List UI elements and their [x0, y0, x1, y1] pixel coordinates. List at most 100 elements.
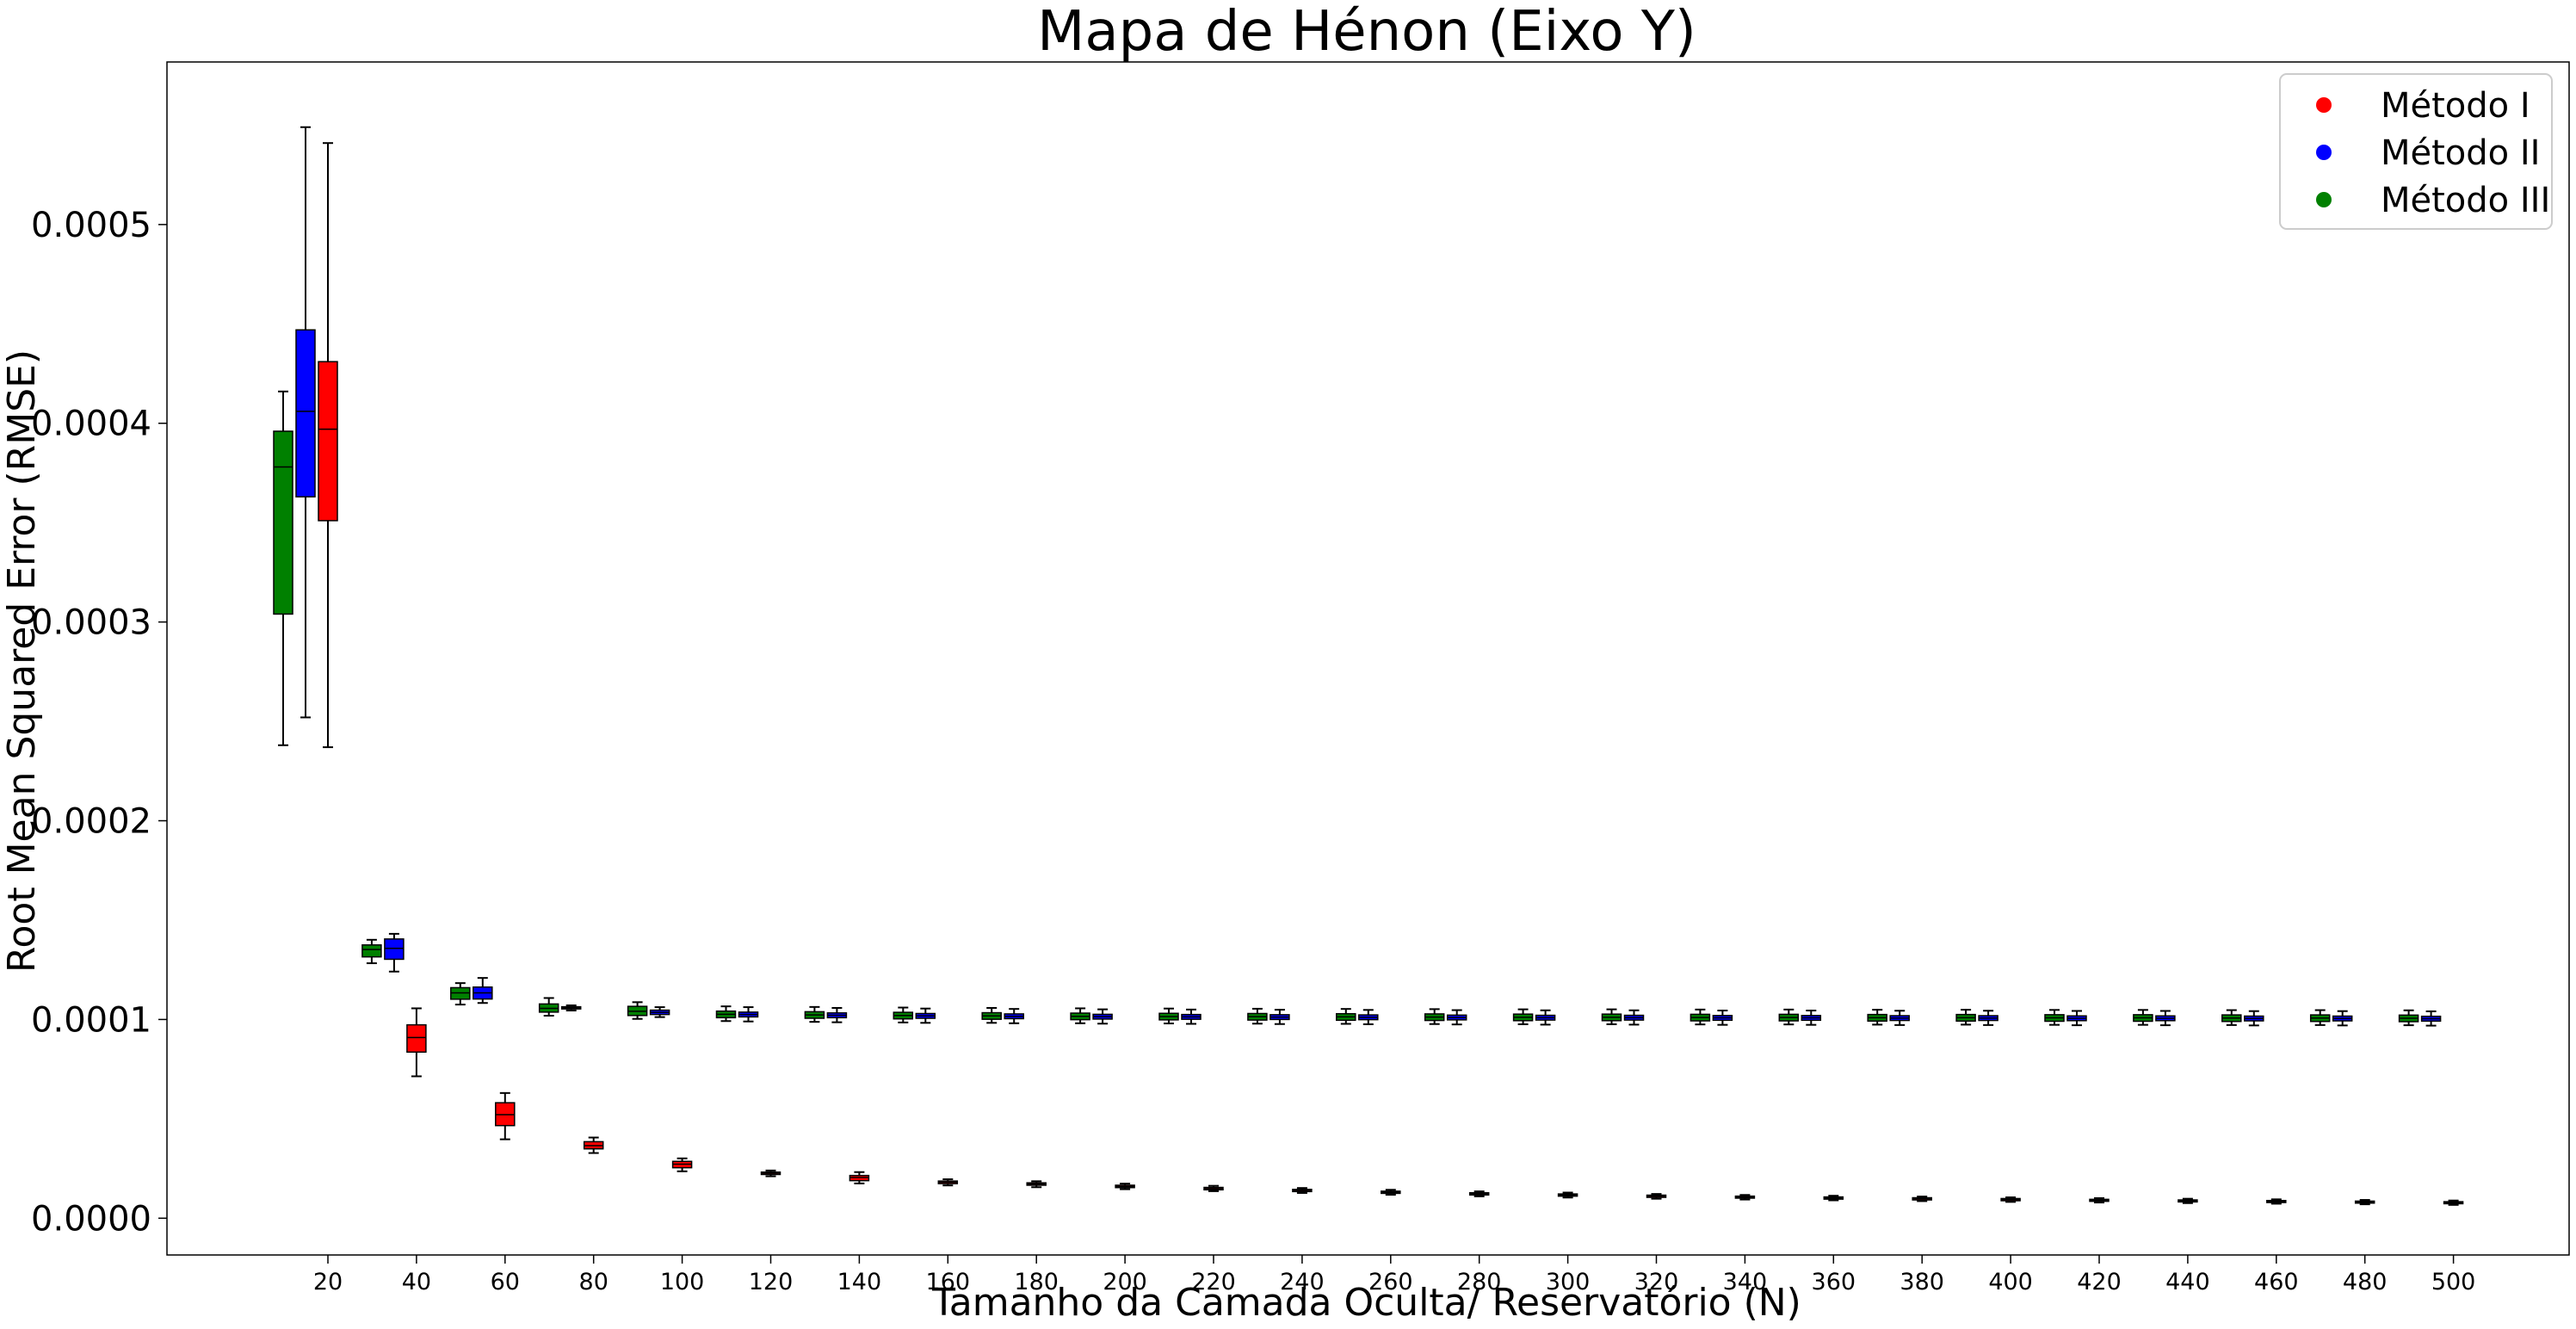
box-m-todo-i-260: [1381, 1189, 1401, 1196]
x-tick-label: 160: [926, 1269, 971, 1295]
box-m-todo-iii-320: [1601, 1008, 1622, 1025]
box-m-todo-i-120: [760, 1169, 781, 1178]
x-tick-label: 200: [1103, 1269, 1147, 1295]
box-m-todo-iii-200: [1070, 1007, 1090, 1024]
y-tick-label: 0.0003: [31, 603, 151, 643]
box-m-todo-iii-80: [538, 997, 559, 1017]
box-m-todo-iii-160: [893, 1006, 914, 1023]
box-m-todo-iii-20: [273, 390, 293, 746]
chart-title: Mapa de Hénon (Eixo Y): [1037, 0, 1696, 64]
x-tick-label: 240: [1280, 1269, 1325, 1295]
box-m-todo-iii-40: [361, 938, 382, 965]
box-m-todo-iii-480: [2309, 1009, 2331, 1026]
legend-label: Método I: [2381, 86, 2530, 126]
legend-box: [2279, 73, 2553, 230]
box-m-todo-iii-280: [1424, 1008, 1445, 1025]
box-m-todo-ii-120: [738, 1006, 759, 1023]
box-m-todo-i-340: [1734, 1194, 1756, 1201]
x-tick-label: 440: [2165, 1269, 2210, 1295]
box-m-todo-ii-160: [915, 1007, 936, 1024]
box-m-todo-iii-360: [1778, 1008, 1800, 1026]
box-m-todo-ii-200: [1092, 1008, 1113, 1025]
box-m-todo-iii-60: [450, 982, 471, 1006]
box-m-todo-ii-400: [1978, 1010, 1998, 1026]
box-m-todo-iii-180: [981, 1007, 1002, 1024]
box-iqr: [273, 430, 293, 615]
box-m-todo-ii-360: [1801, 1010, 1822, 1026]
box-iqr: [318, 361, 338, 522]
x-tick-label: 340: [1723, 1269, 1768, 1295]
x-tick-label: 500: [2431, 1269, 2476, 1295]
box-m-todo-ii-220: [1181, 1008, 1202, 1025]
box-m-todo-ii-240: [1269, 1009, 1290, 1025]
box-m-todo-ii-260: [1358, 1009, 1379, 1025]
x-tick-label: 60: [491, 1269, 520, 1295]
box-m-todo-i-300: [1557, 1191, 1578, 1199]
box-m-todo-iii-120: [715, 1005, 737, 1023]
y-tick-label: 0.0002: [31, 802, 151, 842]
legend-label: Método II: [2381, 133, 2540, 173]
x-tick-label: 480: [2343, 1269, 2388, 1295]
box-m-todo-i-160: [937, 1178, 959, 1187]
box-m-todo-ii-100: [649, 1006, 670, 1018]
x-tick-label: 360: [1812, 1269, 1856, 1295]
box-m-todo-iii-340: [1690, 1008, 1711, 1026]
x-tick-label: 400: [1988, 1269, 2033, 1295]
box-m-todo-i-140: [849, 1171, 870, 1184]
legend-label: Método III: [2381, 181, 2550, 220]
x-tick-label: 380: [1900, 1269, 1944, 1295]
box-m-todo-i-420: [2089, 1196, 2110, 1204]
box-m-todo-i-60: [495, 1091, 516, 1140]
box-m-todo-i-220: [1203, 1184, 1224, 1192]
box-m-todo-iii-380: [1867, 1009, 1887, 1026]
box-m-todo-i-320: [1646, 1193, 1667, 1200]
box-m-todo-iii-300: [1512, 1008, 1534, 1025]
box-m-todo-ii-300: [1535, 1009, 1556, 1026]
box-m-todo-i-100: [671, 1157, 693, 1172]
x-tick-label: 300: [1546, 1269, 1591, 1295]
box-m-todo-ii-60: [473, 977, 493, 1004]
box-m-todo-ii-180: [1004, 1008, 1024, 1024]
x-tick-label: 320: [1634, 1269, 1679, 1295]
x-tick-label: 120: [749, 1269, 794, 1295]
box-m-todo-i-460: [2266, 1198, 2287, 1205]
box-m-todo-i-280: [1468, 1190, 1490, 1197]
legend: Método I Método II Método III: [2279, 73, 2553, 230]
x-tick-label: 20: [313, 1269, 343, 1295]
box-m-todo-ii-460: [2244, 1010, 2264, 1027]
box-m-todo-i-20: [318, 142, 338, 749]
y-axis: 0.0000 0.0001 0.0002 0.0003 0.0004 0.0005: [31, 206, 167, 1239]
box-m-todo-iii-240: [1247, 1007, 1268, 1025]
box-iqr: [406, 1023, 427, 1054]
box-iqr: [295, 329, 316, 498]
box-m-todo-i-480: [2354, 1199, 2375, 1206]
box-m-todo-ii-80: [560, 1004, 582, 1012]
box-m-todo-i-240: [1292, 1187, 1313, 1194]
box-m-todo-iii-220: [1158, 1007, 1179, 1025]
box-m-todo-i-440: [2178, 1197, 2198, 1204]
y-tick-label: 0.0004: [31, 405, 151, 444]
x-axis-label: Tamanho da Camada Oculta/ Reservatório (…: [931, 1281, 1801, 1325]
box-m-todo-ii-420: [2066, 1010, 2087, 1027]
x-tick-label: 220: [1191, 1269, 1236, 1295]
x-tick-label: 140: [837, 1269, 882, 1295]
box-m-todo-iii-420: [2044, 1009, 2065, 1026]
box-iqr: [361, 944, 382, 958]
box-m-todo-i-200: [1115, 1183, 1135, 1190]
box-m-todo-i-180: [1026, 1180, 1047, 1189]
legend-marker: [2316, 97, 2332, 113]
box-m-todo-ii-500: [2420, 1010, 2442, 1027]
y-tick-label: 0.0000: [31, 1199, 151, 1239]
box-m-todo-ii-320: [1623, 1009, 1645, 1026]
box-m-todo-i-380: [1912, 1196, 1932, 1202]
y-tick-label: 0.0001: [31, 1000, 151, 1040]
box-m-todo-iii-460: [2221, 1009, 2242, 1026]
box-m-todo-ii-340: [1712, 1010, 1733, 1026]
y-tick-label: 0.0005: [31, 206, 151, 245]
box-m-todo-ii-480: [2332, 1010, 2353, 1027]
box-m-todo-ii-140: [826, 1007, 848, 1023]
box-m-todo-iii-500: [2398, 1009, 2419, 1027]
box-m-todo-ii-380: [1889, 1010, 1910, 1026]
